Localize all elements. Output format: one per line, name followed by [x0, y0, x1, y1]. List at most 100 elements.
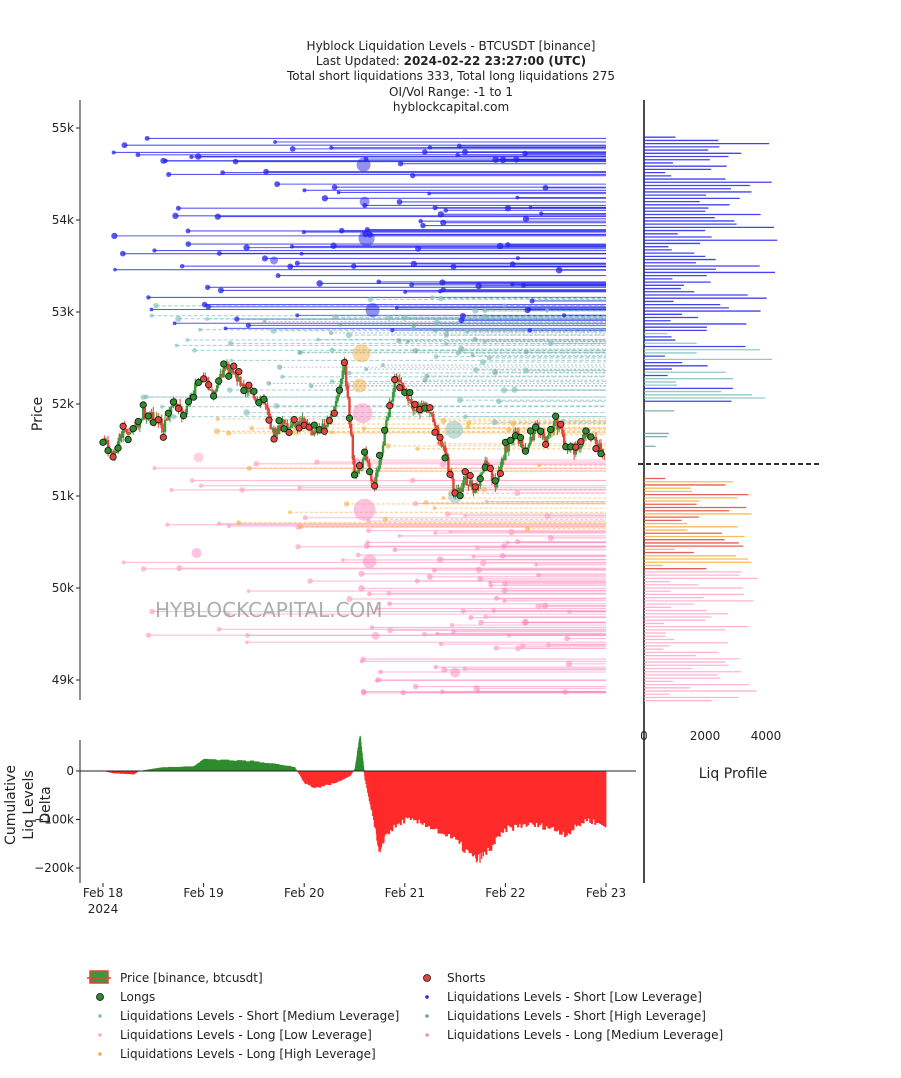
- price-candle-body: [180, 407, 184, 418]
- delta-bar-negative: [307, 771, 309, 785]
- liq-level-start-dot: [159, 404, 164, 409]
- liq-level-start-dot: [539, 211, 544, 216]
- delta-bar-negative: [575, 771, 578, 827]
- legend-label: Liquidations Levels - Long [Low Leverage…: [120, 1028, 372, 1042]
- liq-level-start-dot: [298, 524, 304, 530]
- delta-bar-negative: [429, 771, 433, 830]
- liq-level-start-dot: [345, 331, 352, 339]
- liquidation-level-bubbles: [111, 135, 573, 696]
- liq-level-start-dot: [493, 645, 500, 651]
- price-candle-body: [254, 398, 257, 402]
- delta-bar-negative: [527, 771, 530, 826]
- liq-level-start-dot: [433, 530, 438, 535]
- liq-level-start-dot: [541, 602, 549, 609]
- short-marker: [572, 443, 580, 451]
- liq-level-start-dot: [175, 315, 182, 322]
- legend-longs-marker: [96, 993, 104, 1001]
- long-marker: [310, 421, 318, 429]
- delta-bar-positive: [160, 767, 163, 771]
- liq-level-start-dot: [374, 678, 379, 683]
- liq-level-start-dot: [501, 587, 508, 594]
- delta-bar-negative: [331, 771, 334, 784]
- liq-level-start-dot: [468, 615, 474, 621]
- price-candle-body: [527, 444, 531, 448]
- price-candle-body: [225, 363, 229, 369]
- liq-level-start-dot: [528, 205, 533, 210]
- liq-level-start-dot: [386, 590, 392, 596]
- legend-level-marker: [425, 1033, 429, 1037]
- legend: Price [binance, btcusdt] Longs Liquidation…: [87, 970, 723, 1061]
- delta-bar-negative: [463, 771, 466, 853]
- delta-bar-negative: [128, 771, 131, 775]
- short-marker: [265, 416, 273, 424]
- liq-level-bubble: [352, 378, 367, 393]
- price-y-ticks: 49k 50k 51k 52k 53k 54k 55k: [52, 121, 80, 687]
- liq-level-start-dot: [481, 313, 488, 320]
- liq-level-start-dot: [397, 534, 402, 538]
- price-candle-body: [460, 487, 464, 493]
- liq-level-start-dot: [149, 608, 155, 615]
- delta-bar-negative: [370, 771, 372, 810]
- price-candle-body: [433, 421, 437, 426]
- liq-level-start-dot: [144, 135, 150, 141]
- liq-level-start-dot: [329, 145, 334, 150]
- delta-bar-negative: [481, 771, 483, 860]
- price-candle-body: [368, 462, 371, 471]
- delta-bar-negative: [589, 771, 592, 823]
- price-candle-body: [408, 399, 412, 402]
- liq-level-start-dot: [245, 322, 251, 328]
- delta-bar-negative: [327, 771, 330, 786]
- delta-bar-positive: [216, 760, 221, 771]
- delta-bar-negative: [518, 771, 521, 824]
- liq-level-start-dot: [409, 282, 415, 288]
- liq-level-start-dot: [555, 266, 563, 274]
- liq-level-start-dot: [501, 387, 508, 394]
- trade-markers: [99, 358, 605, 500]
- delta-bar-positive: [275, 763, 278, 771]
- delta-bar-positive: [272, 763, 275, 771]
- liq-level-start-dot: [376, 279, 382, 285]
- short-marker: [466, 472, 474, 480]
- legend-label: Liquidations Levels - Short [High Levera…: [447, 1009, 706, 1023]
- cumulative-delta-area: [103, 735, 607, 863]
- delta-bar-negative: [485, 771, 488, 855]
- legend-level-marker: [425, 1014, 429, 1018]
- delta-bar-positive: [193, 766, 195, 771]
- delta-bar-negative: [442, 771, 446, 835]
- title-line-1: Hyblock Liquidation Levels - BTCUSDT [bi…: [307, 39, 596, 53]
- liq-level-start-dot: [297, 350, 302, 355]
- delta-bar-positive: [188, 766, 192, 771]
- short-marker: [200, 375, 208, 383]
- delta-bar-negative: [305, 771, 308, 784]
- delta-bar-positive: [157, 767, 159, 771]
- delta-bar-positive: [267, 763, 270, 771]
- short-marker: [285, 428, 293, 437]
- liq-level-start-dot: [412, 500, 419, 507]
- liq-level-start-dot: [520, 643, 526, 649]
- liq-level-start-dot: [502, 303, 507, 308]
- price-candle-body: [303, 417, 306, 421]
- liq-level-start-dot: [214, 213, 221, 220]
- price-y-tick-label: 50k: [52, 581, 74, 595]
- delta-bar-positive: [211, 759, 217, 771]
- long-marker: [531, 423, 540, 431]
- delta-bar-negative: [371, 771, 373, 811]
- short-marker: [270, 435, 278, 443]
- price-candle-body: [579, 445, 583, 449]
- delta-bar-negative: [538, 771, 542, 826]
- liq-level-start-dot: [273, 140, 277, 144]
- delta-bar-positive: [163, 767, 167, 771]
- liq-level-start-dot: [502, 581, 508, 587]
- delta-bar-positive: [165, 767, 169, 771]
- price-candle-body: [118, 434, 121, 442]
- liq-level-start-dot: [440, 417, 447, 424]
- delta-bar-negative: [345, 771, 348, 778]
- delta-bar-positive: [170, 766, 174, 771]
- delta-bar-negative: [108, 771, 110, 773]
- liq-level-start-dot: [351, 263, 357, 269]
- short-marker: [330, 409, 338, 417]
- legend-item: Liquidations Levels - Long [Medium Lever…: [425, 1028, 723, 1042]
- price-candle-body: [485, 460, 489, 463]
- price-candle-body: [406, 394, 410, 402]
- legend-label: Liquidations Levels - Long [High Leverag…: [120, 1047, 376, 1061]
